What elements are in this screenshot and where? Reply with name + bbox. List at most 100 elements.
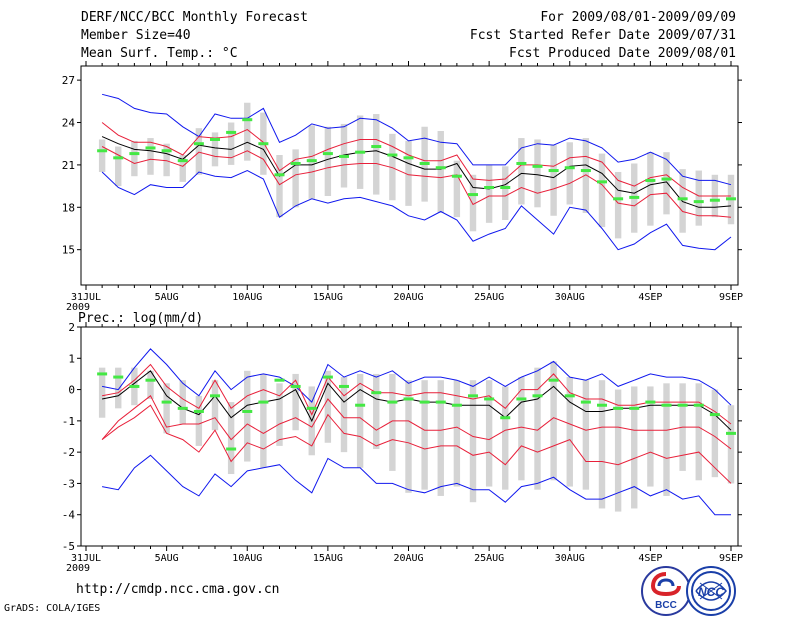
temp-xtick-label: 5AUG: [155, 292, 179, 303]
precip-box-day-18: [373, 373, 380, 450]
temp-xtick-label: 20AUG: [393, 292, 423, 303]
precip-box-day-5: [163, 383, 170, 434]
precip-ytick-label: -1: [62, 415, 75, 428]
precip-ytick-label: -4: [62, 509, 76, 522]
temp-box-day-10: [244, 102, 251, 161]
precip-obs-day-34: [629, 406, 640, 410]
temp-obs-day-1: [97, 149, 108, 153]
precip-box-day-24: [469, 380, 477, 503]
temp-box-day-35: [647, 152, 654, 226]
temp-box-day-12: [276, 155, 283, 218]
temp-box-day-2: [115, 146, 122, 187]
precip-box-day-23: [453, 380, 461, 487]
precip-obs-day-27: [516, 397, 527, 401]
temp-series-max: [101, 93, 732, 186]
temp-obs-day-13: [290, 161, 301, 165]
temp-obs-day-34: [629, 195, 640, 199]
precip-obs-day-30: [564, 394, 575, 398]
temp-xtick-label: 4SEP: [638, 292, 662, 303]
precip-box-day-1: [98, 367, 106, 418]
precip-ytick-label: 0: [68, 384, 75, 397]
temp-box-day-30: [566, 142, 573, 205]
temp-series-lower: [101, 146, 732, 218]
temp-obs-day-2: [113, 156, 124, 160]
precip-box-day-6: [179, 380, 186, 424]
precip-box-day-38: [695, 383, 702, 481]
precip-series-lower: [101, 395, 732, 450]
temp-box-day-31: [582, 138, 590, 213]
temp-box-day-38: [695, 170, 702, 226]
header-produced-date: Fcst Produced Date 2009/08/01: [509, 46, 736, 61]
precip-ytick-label: -2: [62, 446, 75, 459]
precip-series-min: [102, 454, 731, 516]
precip-box-day-25: [485, 380, 493, 487]
precip-box-day-17: [356, 373, 364, 468]
precip-obs-day-19: [387, 400, 398, 404]
precip-obs-day-16: [339, 384, 349, 388]
precip-obs-day-40: [726, 431, 736, 435]
precip-box-day-30: [566, 377, 573, 487]
precip-obs-day-4: [145, 378, 156, 382]
temp-obs-day-19: [387, 153, 398, 157]
temp-obs-day-12: [274, 173, 285, 177]
bcc-logo-text: BCC: [655, 600, 677, 611]
precip-obs-day-37: [677, 403, 688, 407]
temp-obs-day-28: [532, 164, 543, 168]
temp-ytick-label: 21: [62, 159, 75, 172]
temp-obs-day-16: [339, 154, 349, 158]
precip-obs-day-5: [161, 400, 172, 404]
footer-url[interactable]: http://cmdp.ncc.cma.gov.cn: [76, 582, 280, 597]
precip-box-day-13: [292, 373, 299, 431]
precip-obs-day-12: [274, 378, 285, 382]
precip-obs-day-28: [532, 394, 543, 398]
temp-box-day-22: [437, 130, 444, 213]
precip-year-label: 2009: [66, 563, 90, 574]
temp-obs-day-24: [468, 193, 478, 197]
precip-obs-day-17: [355, 403, 366, 407]
temp-panel: 15 18 21 24 27 31JUL 5AUG 10AUG 15AUG 20AUG 25AUG 3…: [62, 61, 743, 313]
temp-xtick-label: 25AUG: [474, 292, 504, 303]
temp-year-label: 2009: [66, 302, 90, 313]
temp-obs-day-35: [645, 178, 656, 182]
temp-obs-day-26: [500, 186, 511, 190]
precip-series-median: [102, 370, 732, 431]
temp-xtick-label: 15AUG: [313, 292, 343, 303]
temp-box-day-26: [502, 166, 509, 221]
precip-box-day-10: [244, 370, 251, 462]
temp-obs-day-37: [677, 197, 688, 201]
precip-box-day-33: [614, 389, 622, 512]
header-title: DERF/NCC/BCC Monthly Forecast: [81, 10, 308, 25]
temp-box-day-1: [98, 139, 106, 172]
precip-box-day-34: [631, 386, 638, 509]
temp-box-day-15: [324, 126, 332, 196]
temp-box-day-4: [147, 138, 154, 175]
precip-xtick-label: 10AUG: [232, 553, 262, 564]
precip-box-day-36: [663, 383, 670, 496]
temp-box-day-25: [485, 164, 493, 223]
temp-xtick-label: 30AUG: [555, 292, 585, 303]
temp-obs-day-3: [129, 152, 140, 156]
temp-obs-day-22: [435, 166, 446, 170]
precip-box-day-32: [598, 380, 606, 509]
precip-box-day-2: [115, 367, 122, 409]
precip-obs-day-6: [177, 406, 188, 410]
precip-xtick-label: 15AUG: [313, 553, 343, 564]
precip-obs-day-31: [580, 400, 591, 404]
precip-obs-day-8: [210, 394, 220, 398]
temp-box-day-23: [453, 160, 461, 218]
temp-obs-day-15: [322, 152, 333, 156]
precip-obs-day-23: [451, 403, 462, 407]
temp-box-day-28: [534, 139, 541, 208]
precip-xtick-label: 4SEP: [638, 553, 662, 564]
precip-box-day-39: [711, 389, 719, 478]
precip-ytick-label: -3: [62, 477, 75, 490]
header-period: For 2009/08/01-2009/09/09: [540, 10, 736, 25]
precip-obs-day-3: [129, 384, 140, 388]
temp-obs-day-21: [419, 161, 430, 165]
temp-ytick-label: 24: [62, 117, 76, 130]
precip-box-day-9: [227, 402, 235, 475]
precip-obs-day-1: [97, 372, 108, 376]
precip-obs-day-35: [645, 400, 656, 404]
temp-ytick-label: 27: [62, 74, 75, 87]
precip-xtick-label: 31JUL: [71, 553, 101, 564]
